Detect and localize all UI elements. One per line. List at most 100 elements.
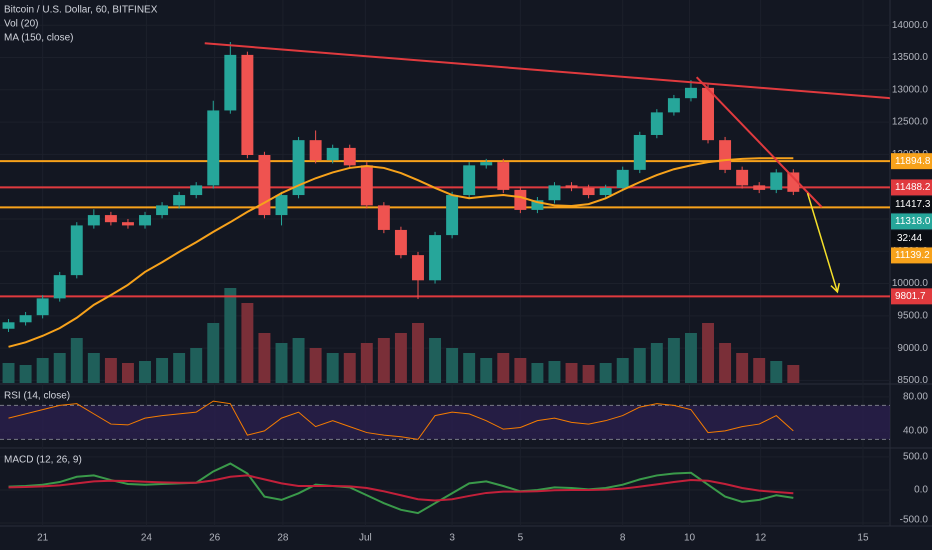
candle-body bbox=[582, 187, 595, 196]
candle-body bbox=[104, 215, 117, 223]
y-tick-label: 0.0 bbox=[914, 485, 928, 496]
price-label-bg bbox=[891, 179, 932, 196]
volume-bar bbox=[599, 363, 612, 383]
candle-body bbox=[343, 147, 356, 166]
indicator-label: Vol (20) bbox=[4, 19, 38, 30]
y-tick-label: 9500.0 bbox=[897, 310, 928, 321]
candle-body bbox=[292, 140, 305, 196]
y-tick-label: 40.00 bbox=[903, 426, 928, 437]
volume-bar bbox=[429, 338, 442, 383]
volume-bar bbox=[702, 323, 714, 383]
candle-body bbox=[70, 225, 83, 276]
candle-body bbox=[275, 195, 288, 216]
x-tick-label: 10 bbox=[684, 533, 696, 544]
volume-bar bbox=[463, 353, 476, 383]
x-tick-label: 28 bbox=[277, 533, 289, 544]
candle-body bbox=[19, 315, 32, 323]
volume-bar bbox=[582, 365, 595, 383]
volume-bar bbox=[412, 323, 424, 383]
y-tick-label: 9000.0 bbox=[897, 343, 928, 354]
volume-bar bbox=[139, 361, 151, 383]
price-label-bg bbox=[891, 288, 932, 305]
candle-body bbox=[309, 140, 322, 161]
trendline bbox=[695, 76, 823, 208]
volume-bar bbox=[616, 358, 629, 383]
volume-bar bbox=[224, 288, 237, 383]
candle-body bbox=[446, 195, 459, 236]
candle-body bbox=[36, 298, 49, 316]
volume-bar bbox=[446, 348, 459, 383]
candle-body bbox=[548, 185, 561, 201]
candle-body bbox=[599, 187, 612, 196]
candle-body bbox=[463, 165, 476, 196]
candle-body bbox=[514, 189, 527, 210]
price-label-bg bbox=[891, 153, 932, 170]
price-label: 11139.2 bbox=[895, 250, 930, 261]
indicator-line bbox=[8, 400, 794, 440]
chart-title: Bitcoin / U.S. Dollar, 60, BITFINEX bbox=[4, 5, 158, 16]
pane-title: MACD (12, 26, 9) bbox=[4, 455, 82, 466]
volume-bar bbox=[548, 361, 561, 383]
volume-bar bbox=[650, 343, 663, 383]
volume-bar bbox=[19, 365, 32, 383]
y-tick-label: 500.0 bbox=[903, 452, 928, 463]
candle-body bbox=[633, 134, 646, 170]
price-label: 11417.3 bbox=[895, 199, 931, 210]
volume-bar bbox=[87, 353, 100, 383]
volume-bar bbox=[207, 323, 220, 383]
x-tick-label: 12 bbox=[755, 533, 767, 544]
x-tick-label: Jul bbox=[359, 533, 372, 544]
candle-body bbox=[241, 54, 254, 156]
volume-bar bbox=[241, 303, 254, 383]
price-label-bg bbox=[891, 196, 932, 213]
volume-bar bbox=[377, 338, 390, 383]
candle-body bbox=[139, 215, 151, 226]
candle-body bbox=[650, 112, 663, 135]
candle-body bbox=[412, 255, 424, 281]
y-tick-label: 13000.0 bbox=[892, 84, 929, 95]
candle-body bbox=[565, 185, 578, 188]
y-tick-label: -500.0 bbox=[900, 515, 929, 526]
candle-body bbox=[497, 162, 510, 190]
pane-title: RSI (14, close) bbox=[4, 391, 70, 402]
countdown: 32:44 bbox=[897, 233, 922, 244]
volume-bar bbox=[531, 363, 544, 383]
volume-bar bbox=[2, 363, 15, 383]
rsi-band bbox=[0, 405, 890, 440]
volume-bar bbox=[121, 363, 134, 383]
volume-bar bbox=[326, 353, 339, 383]
candle-body bbox=[207, 110, 220, 186]
candle-body bbox=[360, 165, 373, 206]
candle-body bbox=[156, 205, 169, 216]
candle-body bbox=[121, 222, 134, 226]
x-tick-label: 26 bbox=[209, 533, 221, 544]
price-label-bg bbox=[891, 247, 932, 264]
marks bbox=[0, 41, 891, 515]
candle-body bbox=[667, 98, 680, 113]
labels: 21 24 26 28 Jul 3 5 8 10 12 15 8500.0 9000.0 9500.0 10… bbox=[37, 20, 932, 544]
volume-bar bbox=[343, 353, 356, 383]
candle-body bbox=[531, 200, 544, 210]
volume-bar bbox=[309, 348, 322, 383]
y-tick-label: 13500.0 bbox=[892, 52, 929, 63]
candle-body bbox=[190, 185, 203, 196]
candle-body bbox=[224, 54, 237, 111]
volume-bar bbox=[394, 333, 407, 383]
price-label-bg bbox=[891, 213, 932, 230]
volume-bar bbox=[684, 333, 697, 383]
candle-body bbox=[258, 155, 271, 216]
indicator-line bbox=[8, 474, 794, 502]
indicator-label: MA (150, close) bbox=[4, 33, 73, 44]
x-tick-label: 5 bbox=[518, 533, 524, 544]
volume-bar bbox=[633, 348, 646, 383]
candle-body bbox=[394, 229, 407, 256]
moving-average bbox=[8, 157, 794, 348]
candle-body bbox=[377, 205, 390, 230]
volume-bar bbox=[292, 338, 305, 383]
y-tick-label: 8500.0 bbox=[897, 375, 928, 386]
candle-body bbox=[616, 169, 629, 188]
volume-bar bbox=[70, 338, 83, 383]
